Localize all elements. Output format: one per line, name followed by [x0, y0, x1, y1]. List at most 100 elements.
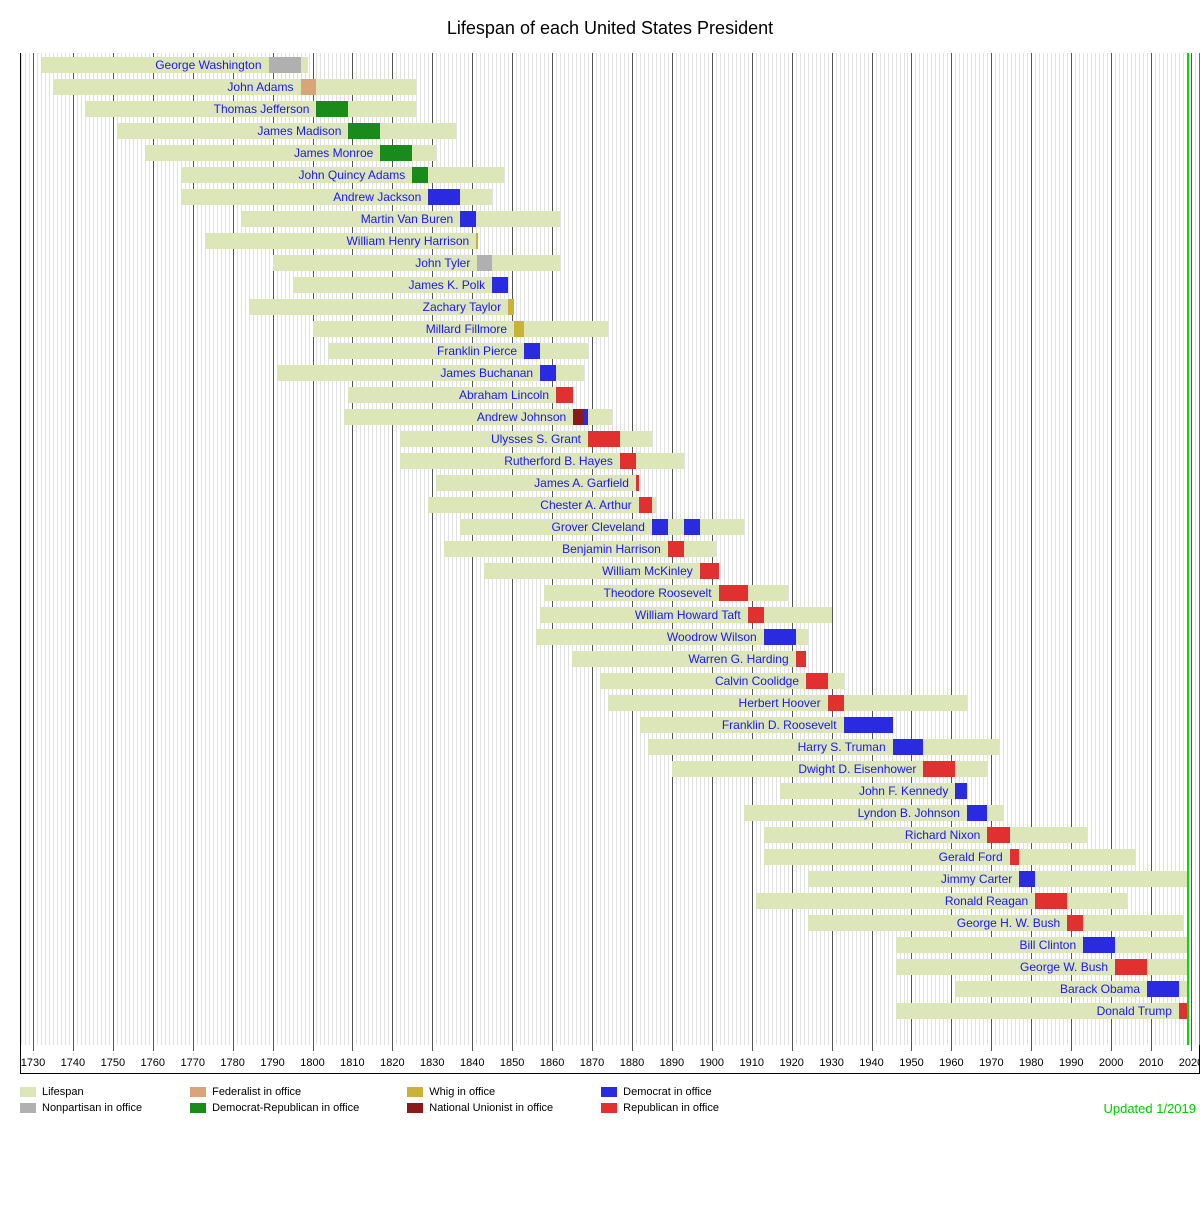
updated-label: Updated 1/2019 [1103, 1101, 1196, 1116]
x-tick: 1840 [460, 1057, 484, 1069]
term-bar [540, 365, 556, 381]
legend-swatch [407, 1103, 423, 1113]
term-bar [1147, 981, 1179, 997]
x-tick: 1760 [141, 1057, 165, 1069]
president-label: Zachary Taylor [423, 299, 501, 315]
legend-item: Democrat in office [601, 1086, 719, 1098]
term-bar [796, 651, 806, 667]
term-bar [556, 387, 573, 403]
president-label: Franklin Pierce [437, 343, 517, 359]
term-bar [893, 739, 924, 755]
president-label: Ronald Reagan [945, 893, 1028, 909]
president-label: Herbert Hoover [739, 695, 821, 711]
president-label: Dwight D. Eisenhower [798, 761, 916, 777]
president-label: Andrew Jackson [333, 189, 421, 205]
x-axis: 1730174017501760177017801790180018101820… [21, 1051, 1199, 1073]
term-bar [1083, 937, 1115, 953]
term-bar [1010, 849, 1020, 865]
term-bar [967, 805, 987, 821]
president-label: Harry S. Truman [798, 739, 886, 755]
president-label: John Quincy Adams [299, 167, 406, 183]
term-bar [844, 717, 893, 733]
president-label: William Howard Taft [635, 607, 741, 623]
legend-swatch [190, 1103, 206, 1113]
president-label: Bill Clinton [1019, 937, 1076, 953]
president-label: Donald Trump [1097, 1003, 1172, 1019]
x-tick: 1730 [21, 1057, 45, 1069]
president-label: John Tyler [415, 255, 470, 271]
x-tick: 2010 [1139, 1057, 1163, 1069]
legend-item: Federalist in office [190, 1086, 359, 1098]
legend-swatch [20, 1087, 36, 1097]
term-bar [652, 519, 668, 535]
x-tick: 1900 [700, 1057, 724, 1069]
x-tick: 1910 [740, 1057, 764, 1069]
plot-area: George WashingtonJohn AdamsThomas Jeffer… [21, 53, 1199, 1043]
president-label: Lyndon B. Johnson [858, 805, 960, 821]
legend-swatch [20, 1103, 36, 1113]
legend-swatch [407, 1087, 423, 1097]
term-bar [524, 343, 540, 359]
term-bar [508, 299, 514, 315]
x-tick: 2000 [1099, 1057, 1123, 1069]
x-tick: 1780 [220, 1057, 244, 1069]
president-label: Benjamin Harrison [562, 541, 661, 557]
legend-item: Nonpartisan in office [20, 1102, 142, 1114]
president-label: Richard Nixon [905, 827, 980, 843]
president-label: Abraham Lincoln [459, 387, 549, 403]
term-bar [764, 629, 796, 645]
x-tick: 1800 [300, 1057, 324, 1069]
x-tick: 1950 [899, 1057, 923, 1069]
president-label: James Monroe [294, 145, 373, 161]
president-label: James A. Garfield [534, 475, 629, 491]
president-label: George H. W. Bush [957, 915, 1060, 931]
legend-item: Republican in office [601, 1102, 719, 1114]
x-tick: 1980 [1019, 1057, 1043, 1069]
legend-label: Democrat in office [623, 1086, 711, 1098]
x-tick: 1960 [939, 1057, 963, 1069]
x-tick: 1860 [540, 1057, 564, 1069]
term-bar [955, 783, 967, 799]
term-bar [477, 255, 492, 271]
legend-swatch [190, 1087, 206, 1097]
president-label: William Henry Harrison [346, 233, 469, 249]
x-tick: 1920 [779, 1057, 803, 1069]
legend-label: Lifespan [42, 1086, 84, 1098]
term-bar [1179, 1003, 1187, 1019]
term-bar [1115, 959, 1147, 975]
legend-swatch [601, 1087, 617, 1097]
x-tick: 1820 [380, 1057, 404, 1069]
term-bar [380, 145, 412, 161]
president-label: John Adams [227, 79, 293, 95]
legend-label: National Unionist in office [429, 1102, 553, 1114]
term-bar [412, 167, 428, 183]
legend-label: Federalist in office [212, 1086, 301, 1098]
term-bar [987, 827, 1009, 843]
president-label: Warren G. Harding [688, 651, 788, 667]
x-tick: 1770 [180, 1057, 204, 1069]
legend-label: Whig in office [429, 1086, 495, 1098]
president-label: John F. Kennedy [859, 783, 948, 799]
term-bar [748, 607, 764, 623]
term-bar [514, 321, 524, 337]
x-tick: 1740 [61, 1057, 85, 1069]
x-tick: 2020 [1179, 1057, 1200, 1069]
lifespan-bar [277, 365, 584, 381]
term-bar [269, 57, 301, 73]
x-tick: 1850 [500, 1057, 524, 1069]
president-label: Gerald Ford [939, 849, 1003, 865]
legend: Lifespan Nonpartisan in office Federalist … [20, 1086, 1200, 1114]
legend-item: Whig in office [407, 1086, 553, 1098]
president-label: Chester A. Arthur [540, 497, 631, 513]
x-tick: 1830 [420, 1057, 444, 1069]
president-label: James Buchanan [440, 365, 533, 381]
term-bar [584, 409, 588, 425]
x-tick: 1970 [979, 1057, 1003, 1069]
term-bar [1067, 915, 1083, 931]
x-tick: 1790 [260, 1057, 284, 1069]
legend-label: Democrat-Republican in office [212, 1102, 359, 1114]
president-label: William McKinley [602, 563, 693, 579]
term-bar [588, 431, 620, 447]
term-bar [428, 189, 460, 205]
term-bar [316, 101, 348, 117]
